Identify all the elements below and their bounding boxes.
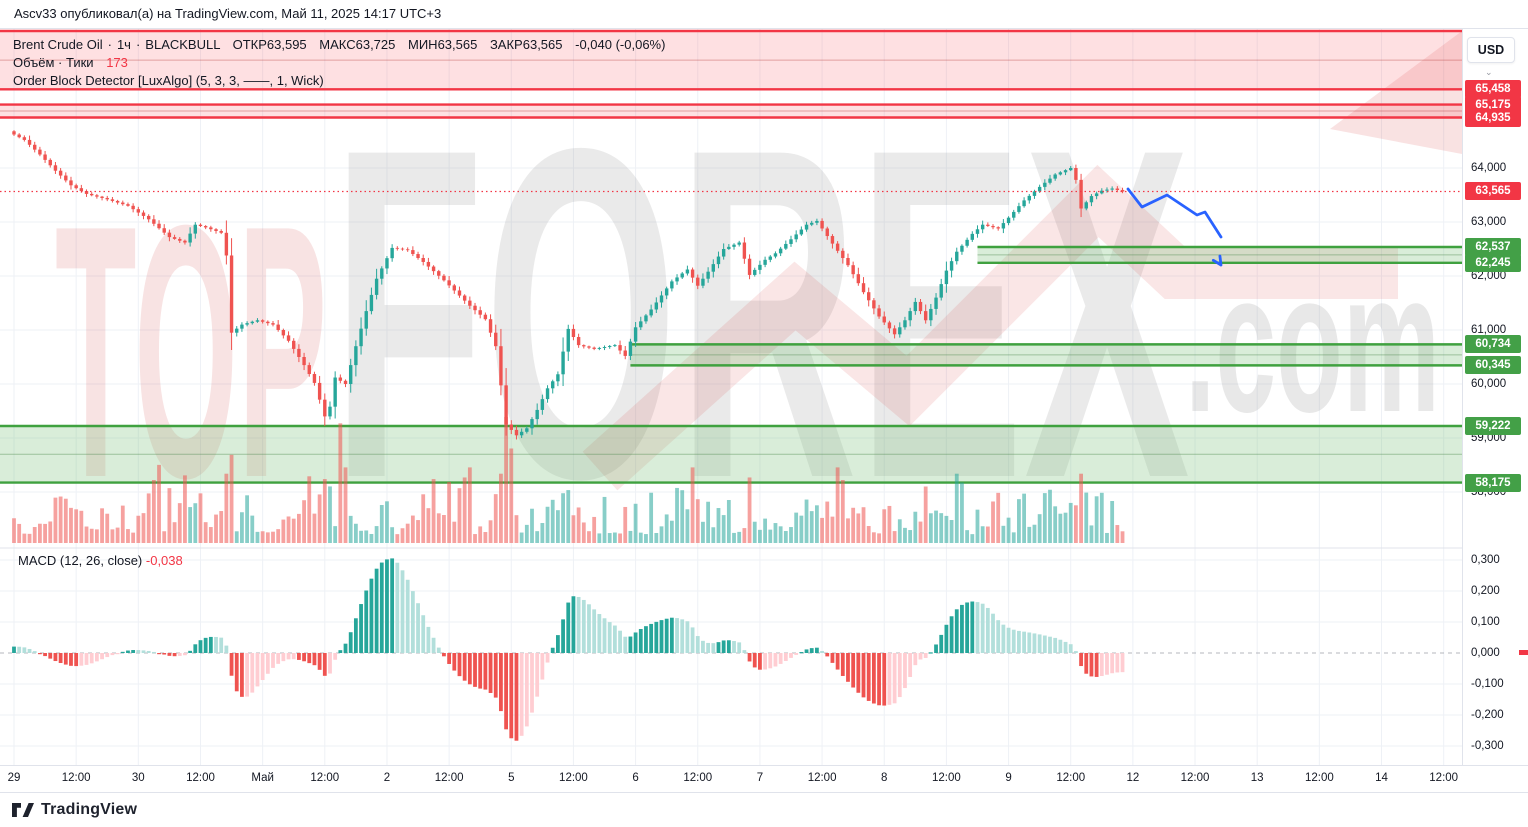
macd-tick: 0,300 <box>1471 554 1500 566</box>
chevron-down-icon[interactable]: ⌄ <box>1485 67 1493 77</box>
volume-label: Объём · Тики <box>13 55 94 70</box>
bullish-order-block <box>0 424 1462 484</box>
macd-tick: 0,100 <box>1471 616 1500 628</box>
tradingview-logo[interactable]: TradingView <box>12 801 137 819</box>
last-price-label: 63,565 <box>1465 182 1521 201</box>
indicator-title: Order Block Detector [LuxAlgo] (5, 3, 3,… <box>13 73 324 88</box>
high-label: МАКС <box>319 37 356 52</box>
macd-tick: 0,200 <box>1471 585 1500 597</box>
macd-histogram <box>0 558 1462 741</box>
time-tick-day: 12 <box>1126 772 1140 784</box>
macd-tick: -0,200 <box>1471 709 1504 721</box>
time-tick-day: Май <box>251 772 274 784</box>
time-tick-day: 2 <box>383 772 391 784</box>
time-tick-day: 30 <box>131 772 145 784</box>
price-tick: 59,000 <box>1471 432 1507 444</box>
order-block-price-label: 62,245 <box>1465 253 1521 272</box>
close-value: 63,565 <box>522 37 563 52</box>
order-block-price-label: 60,345 <box>1465 356 1521 375</box>
time-tick-hour: 12:00 <box>683 772 713 784</box>
symbol-name: Brent Crude Oil <box>13 37 103 52</box>
time-tick-day: 13 <box>1250 772 1264 784</box>
macd-value: -0,038 <box>145 553 183 568</box>
time-tick-hour: 12:00 <box>61 772 91 784</box>
time-tick-hour: 12:00 <box>932 772 961 784</box>
blue-arrow-annotation[interactable] <box>1126 187 1223 267</box>
order-block-price-label: 64,935 <box>1465 108 1521 127</box>
high-value: 63,725 <box>355 37 396 52</box>
price-tick: 60,000 <box>1471 378 1507 390</box>
time-tick-day: 7 <box>756 772 764 784</box>
price-tick: 64,000 <box>1471 162 1507 174</box>
time-axis[interactable]: 29 12:00 30 12:00 Май 12:00 2 12:00 5 12:00 6 12:00… <box>0 765 1528 792</box>
svg-text:TOP: TOP <box>55 151 327 553</box>
close-label: ЗАКР <box>489 37 523 52</box>
footer-bar: TradingView <box>0 792 1528 827</box>
indicator-legend-row[interactable]: Order Block Detector [LuxAlgo] (5, 3, 3,… <box>13 72 665 89</box>
time-tick-hour: 12:00 <box>559 772 588 784</box>
time-tick-day: 6 <box>632 772 639 784</box>
time-tick-day: 5 <box>508 772 515 784</box>
time-tick-day: 9 <box>1005 772 1012 784</box>
price-tick: 61,000 <box>1471 324 1507 336</box>
time-tick-hour: 12:00 <box>1180 772 1210 784</box>
attribution-bar: Ascv33 опубликовал(а) на TradingView.com… <box>0 0 1528 28</box>
order-block-price-label: 58,175 <box>1465 473 1521 492</box>
order-block-price-label: 62,537 <box>1465 238 1521 256</box>
time-tick-hour: 12:00 <box>434 772 464 784</box>
low-value: 63,565 <box>437 37 478 52</box>
time-tick-day: 14 <box>1375 772 1388 784</box>
order-block-zones <box>0 29 1462 484</box>
change-value: -0,040 (-0,06%) <box>575 37 666 52</box>
exchange-label: BLACKBULL <box>145 37 220 52</box>
svg-text:.com: .com <box>1185 231 1440 454</box>
order-block-price-label: 65,458 <box>1465 80 1521 99</box>
brand-name: TradingView <box>41 801 138 818</box>
order-block-price-label: 60,734 <box>1465 335 1521 354</box>
price-tick: 62,000 <box>1471 270 1507 282</box>
chart-legend: Brent Crude Oil · 1ч · BLACKBULL ОТКР63,595 … <box>13 36 665 90</box>
open-label: ОТКР <box>232 37 267 52</box>
macd-title: MACD (12, 26, close) <box>18 553 143 568</box>
volume-histogram <box>12 417 1125 543</box>
candlesticks <box>12 130 1125 440</box>
currency-button[interactable]: USD <box>1467 37 1515 63</box>
attribution-text: Ascv33 опубликовал(а) на TradingView.com… <box>14 6 442 21</box>
open-value: 63,595 <box>266 37 307 52</box>
interval-label: 1ч <box>116 37 131 52</box>
price-axis[interactable]: USD ⌄ 64,000 63,000 62,000 61,000 60,000 59,0… <box>1462 28 1528 765</box>
time-tick-hour: 12:00 <box>1056 772 1086 784</box>
bearish-order-block <box>0 29 1462 91</box>
topforex-watermark: TOP FOREX.com <box>55 31 1462 576</box>
bullish-order-block <box>630 343 1462 367</box>
volume-value: 173 <box>106 55 128 70</box>
time-tick-day: 29 <box>7 772 21 784</box>
tradingview-mark-icon <box>12 802 34 817</box>
macd-legend-row[interactable]: MACD (12, 26, close) -0,038 <box>18 553 183 568</box>
time-tick-hour: 12:00 <box>1429 772 1459 784</box>
macd-tick: 0,000 <box>1471 647 1500 659</box>
time-tick-hour: 12:00 <box>186 772 215 784</box>
main-chart-canvas[interactable]: TOP FOREX.com <box>0 29 1462 766</box>
low-label: МИН <box>408 37 438 52</box>
time-tick-day: 8 <box>881 772 888 784</box>
bearish-order-block <box>0 103 1462 119</box>
chart-area[interactable]: TOP FOREX .com Brent Crude Oil · 1ч · BLACKBUL… <box>0 28 1462 766</box>
volume-legend-row[interactable]: Объём · Тики 173 <box>13 54 665 71</box>
macd-tick: -0,100 <box>1471 678 1504 690</box>
order-block-price-label: 59,222 <box>1465 417 1521 435</box>
gridlines <box>0 29 1462 766</box>
symbol-legend-row[interactable]: Brent Crude Oil · 1ч · BLACKBULL ОТКР63,595 … <box>13 37 666 52</box>
macd-tick: -0,300 <box>1471 740 1504 752</box>
macd-last-value-marker <box>1519 650 1528 655</box>
time-tick-hour: 12:00 <box>310 772 340 784</box>
time-tick-hour: 12:00 <box>807 772 837 784</box>
time-tick-hour: 12:00 <box>1304 772 1334 784</box>
price-tick: 63,000 <box>1471 216 1507 228</box>
